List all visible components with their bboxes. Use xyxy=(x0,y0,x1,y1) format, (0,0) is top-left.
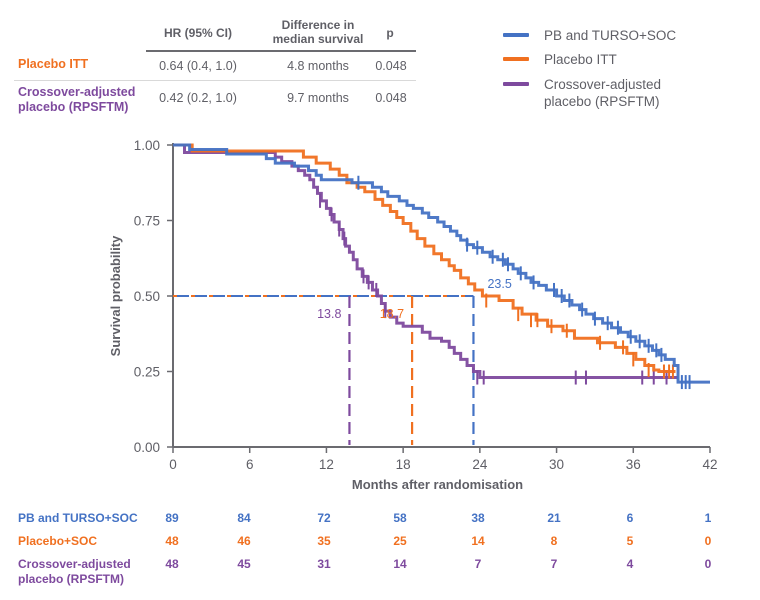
header-diff-line1: Difference in xyxy=(281,18,355,32)
cell-hr: 0.64 (0.4, 1.0) xyxy=(159,59,237,73)
legend-label-rpsftm-line1: Crossover-adjusted xyxy=(544,77,662,92)
cell-diff: 4.8 months xyxy=(287,59,349,73)
survival-curve-pb xyxy=(173,143,710,384)
table-header-rule xyxy=(146,50,416,52)
risk-count: 7 xyxy=(550,557,558,571)
cell-p: 0.048 xyxy=(375,59,407,73)
risk-count: 0 xyxy=(704,534,712,548)
header-diff-line2: median survival xyxy=(272,32,364,46)
x-tick-label: 42 xyxy=(702,457,717,472)
risk-count: 0 xyxy=(704,557,712,571)
risk-count: 89 xyxy=(165,511,179,525)
x-tick-label: 18 xyxy=(396,457,411,472)
table-row-divider xyxy=(14,80,416,81)
risk-count: 58 xyxy=(393,511,407,525)
axes: 0.00 0.25 0.50 0.75 1.00 0 6 12 18 24 30 36 42 xyxy=(134,138,718,472)
x-tick-label: 12 xyxy=(319,457,334,472)
y-tick-label: 1.00 xyxy=(134,138,160,153)
x-tick-label: 30 xyxy=(549,457,564,472)
curve-group-placebo xyxy=(173,143,676,379)
y-tick-label: 0.75 xyxy=(134,214,160,229)
risk-count: 21 xyxy=(547,511,561,525)
legend-label-placebo: Placebo ITT xyxy=(544,52,617,67)
y-axis-label: Survival probability xyxy=(108,235,123,356)
risk-count: 45 xyxy=(237,557,251,571)
risk-count: 4 xyxy=(626,557,634,571)
risk-row-label-line2: placebo (RPSFTM) xyxy=(18,572,125,586)
median-label-rpsftm: 13.8 xyxy=(317,307,341,321)
risk-count: 46 xyxy=(237,534,251,548)
x-tick-label: 0 xyxy=(169,457,177,472)
legend-swatch-placebo xyxy=(503,57,529,61)
row-label-rpsftm-line1: Crossover-adjusted xyxy=(18,85,136,99)
x-tick-label: 6 xyxy=(246,457,254,472)
curve-group-pb xyxy=(173,143,710,390)
cell-hr: 0.42 (0.2, 1.0) xyxy=(159,91,237,105)
x-tick-label: 24 xyxy=(472,457,488,472)
cell-diff: 9.7 months xyxy=(287,91,349,105)
risk-count: 84 xyxy=(237,511,251,525)
risk-count: 38 xyxy=(471,511,485,525)
y-tick-label: 0.00 xyxy=(134,440,160,455)
median-label-pb: 23.5 xyxy=(487,277,511,291)
row-label-placebo-itt: Placebo ITT xyxy=(18,57,89,71)
risk-row-label: Placebo+SOC xyxy=(18,534,98,548)
header-hr: HR (95% CI) xyxy=(163,26,232,40)
risk-count: 6 xyxy=(626,511,634,525)
risk-row-label: PB and TURSO+SOC xyxy=(18,511,138,525)
risk-count: 5 xyxy=(626,534,634,548)
y-tick-label: 0.50 xyxy=(134,289,160,304)
risk-count: 72 xyxy=(317,511,331,525)
y-tick-label: 0.25 xyxy=(134,365,160,380)
risk-count: 14 xyxy=(471,534,485,548)
legend-swatch-pb xyxy=(503,33,529,37)
risk-count: 35 xyxy=(317,534,331,548)
x-axis-label: Months after randomisation xyxy=(352,477,523,492)
legend-swatch-rpsftm xyxy=(503,82,529,86)
row-label-rpsftm-line2: placebo (RPSFTM) xyxy=(18,100,129,114)
risk-count: 25 xyxy=(393,534,407,548)
risk-count: 1 xyxy=(704,511,712,525)
risk-count: 14 xyxy=(393,557,407,571)
legend-label-pb: PB and TURSO+SOC xyxy=(544,28,677,43)
median-label-placebo: 18.7 xyxy=(380,307,404,321)
header-p: p xyxy=(386,26,394,40)
risk-count: 8 xyxy=(550,534,558,548)
chart-labels: Months after randomisation Survival proba… xyxy=(108,235,523,492)
survival-curve-rpsftm xyxy=(173,143,679,380)
x-tick-label: 36 xyxy=(626,457,641,472)
risk-count: 31 xyxy=(317,557,331,571)
legend-label-rpsftm-line2: placebo (RPSFTM) xyxy=(544,94,660,109)
risk-count: 7 xyxy=(474,557,482,571)
cell-p: 0.048 xyxy=(375,91,407,105)
km-chart: 0.00 0.25 0.50 0.75 1.00 0 6 12 18 24 30 36 42 Month… xyxy=(108,138,718,492)
risk-count: 48 xyxy=(165,534,179,548)
risk-count: 48 xyxy=(165,557,179,571)
survival-curves xyxy=(173,143,710,390)
risk-row-label: Crossover-adjusted xyxy=(18,557,131,571)
curve-group-rpsftm xyxy=(173,143,679,385)
